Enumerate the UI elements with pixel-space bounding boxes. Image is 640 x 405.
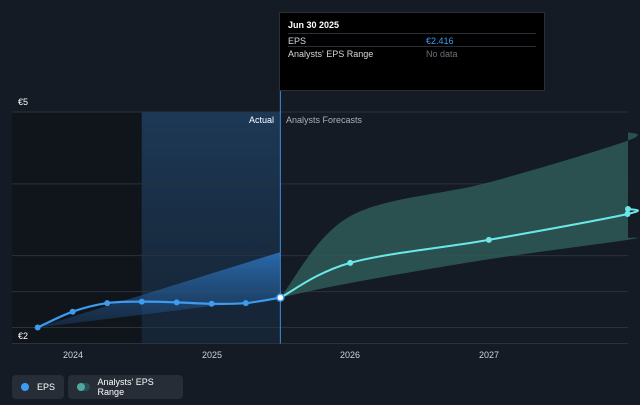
range-legend-icon	[77, 383, 90, 391]
analysts-range-area	[280, 132, 638, 298]
tooltip-date: Jun 30 2025	[288, 20, 340, 30]
actual-section-label: Actual	[249, 115, 274, 125]
eps-point	[173, 299, 180, 306]
current-eps-point	[276, 293, 285, 302]
forecast-point	[624, 211, 631, 218]
eps-legend-icon	[21, 383, 29, 391]
tooltip-eps-label: EPS	[288, 36, 307, 46]
tooltip-range-label: Analysts' EPS Range	[288, 49, 374, 59]
eps-point	[138, 298, 145, 305]
x-tick-2027: 2027	[479, 350, 499, 360]
tooltip-row-eps: EPS €2.416	[288, 33, 536, 47]
x-tick-2024: 2024	[63, 350, 83, 360]
forecast-section-label: Analysts Forecasts	[286, 115, 363, 125]
forecast-point	[485, 236, 492, 243]
forecast-point	[347, 259, 354, 266]
tooltip: Jun 30 2025 EPS €2.416 Analysts' EPS Ran…	[279, 12, 545, 91]
x-tick-2026: 2026	[340, 350, 360, 360]
eps-point	[69, 308, 76, 315]
eps-chart: €5 €2 Actual Analysts Forecasts 2024 202…	[12, 12, 639, 360]
actual-range-area	[37, 252, 281, 328]
eps-point	[34, 324, 41, 331]
y-axis-bottom-label: €2	[18, 331, 28, 341]
y-axis-top-label: €5	[18, 97, 28, 107]
x-tick-2025: 2025	[202, 350, 222, 360]
tooltip-range-value: No data	[426, 49, 458, 59]
legend-eps[interactable]: EPS	[12, 375, 64, 399]
legend-analysts-range[interactable]: Analysts' EPS Range	[68, 375, 183, 399]
legend-range-label: Analysts' EPS Range	[97, 377, 154, 397]
eps-point	[104, 300, 111, 307]
eps-point	[242, 300, 249, 307]
forecast-point	[625, 205, 631, 212]
tooltip-eps-value: €2.416	[426, 36, 454, 46]
eps-point	[208, 300, 215, 307]
tooltip-row-range: Analysts' EPS Range No data	[288, 46, 536, 60]
legend-eps-label: EPS	[36, 382, 55, 392]
